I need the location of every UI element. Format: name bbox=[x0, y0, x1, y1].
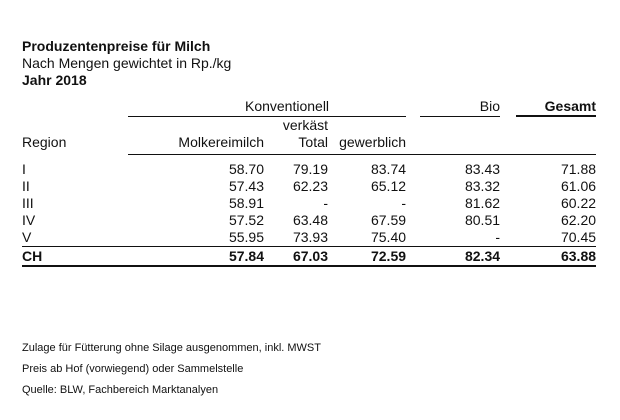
col-gewerblich: gewerblich bbox=[339, 134, 407, 150]
subgroup-verkaest: verkäst bbox=[282, 116, 328, 133]
group-bio: Bio bbox=[420, 98, 501, 117]
total-row: CH 57.84 67.03 72.59 82.34 63.88 bbox=[22, 246, 597, 267]
cell-region: III bbox=[22, 195, 34, 211]
table-row: V 55.95 73.93 75.40 - 70.45 bbox=[22, 229, 596, 246]
header-rule-row bbox=[22, 154, 597, 155]
cell-total: 63.48 bbox=[292, 212, 328, 228]
cell-gewerblich: 83.74 bbox=[370, 161, 407, 177]
document-title: Produzentenpreise für Milch bbox=[22, 38, 211, 54]
cell-bio: 80.51 bbox=[464, 212, 501, 228]
cell-molkereimilch: 58.91 bbox=[228, 195, 264, 211]
column-header-row: Region Molkereimilch Total gewerblich bbox=[22, 134, 596, 154]
cell-molkereimilch: 58.70 bbox=[228, 161, 264, 177]
cell-region: V bbox=[22, 229, 32, 245]
cell-bio: - bbox=[495, 229, 501, 245]
group-header-row: Konventionell Bio Gesamt bbox=[22, 98, 597, 117]
cell-bio: 81.62 bbox=[464, 195, 501, 211]
col-molkereimilch: Molkereimilch bbox=[178, 134, 264, 150]
price-table: Konventionell Bio Gesamt verkäst Region … bbox=[22, 98, 597, 267]
table-row: II 57.43 62.23 65.12 83.32 61.06 bbox=[22, 178, 596, 195]
cell-molkereimilch: 57.43 bbox=[228, 178, 264, 194]
cell-molkereimilch-total: 57.84 bbox=[128, 246, 264, 267]
group-konventionell: Konventionell bbox=[128, 98, 407, 117]
cell-gesamt: 71.88 bbox=[560, 161, 597, 177]
document-year: Jahr 2018 bbox=[22, 72, 87, 88]
cell-region: I bbox=[22, 160, 26, 177]
cell-gewerblich: 65.12 bbox=[370, 178, 407, 194]
cell-total: 79.19 bbox=[292, 161, 328, 177]
cell-gesamt-total: 63.88 bbox=[516, 246, 597, 267]
footnote-quelle: Quelle: BLW, Fachbereich Marktanalyen bbox=[22, 384, 219, 396]
cell-gesamt: 60.22 bbox=[560, 195, 597, 211]
table-row: III 58.91 - - 81.62 60.22 bbox=[22, 195, 596, 212]
footnote-preis: Preis ab Hof (vorwiegend) oder Sammelste… bbox=[22, 363, 244, 375]
cell-bio-total: 82.34 bbox=[420, 246, 501, 267]
table-row: IV 57.52 63.48 67.59 80.51 62.20 bbox=[22, 212, 596, 229]
cell-molkereimilch: 57.52 bbox=[228, 212, 264, 228]
footnotes: Zulage für Fütterung ohne Silage ausgeno… bbox=[22, 338, 321, 401]
data-rule bbox=[22, 246, 597, 247]
col-region: Region bbox=[22, 134, 67, 150]
document-subtitle: Nach Mengen gewichtet in Rp./kg bbox=[22, 55, 232, 71]
cell-gesamt: 70.45 bbox=[560, 229, 597, 245]
cell-gesamt: 62.20 bbox=[560, 212, 597, 228]
cell-molkereimilch: 55.95 bbox=[228, 229, 264, 245]
footnote-silage: Zulage für Fütterung ohne Silage ausgeno… bbox=[22, 342, 321, 354]
cell-gewerblich: 75.40 bbox=[370, 229, 407, 245]
header-rule bbox=[128, 154, 597, 155]
table-row: I 58.70 79.19 83.74 83.43 71.88 bbox=[22, 155, 596, 179]
cell-region-total: CH bbox=[22, 246, 128, 267]
data-rule-row bbox=[22, 246, 597, 247]
subgroup-header-row: verkäst bbox=[22, 116, 596, 134]
cell-total-total: 67.03 bbox=[264, 246, 328, 267]
cell-bio: 83.43 bbox=[464, 161, 501, 177]
price-document: Produzentenpreise für Milch Nach Mengen … bbox=[22, 38, 602, 396]
cell-region: IV bbox=[22, 212, 36, 228]
cell-bio: 83.32 bbox=[464, 178, 501, 194]
cell-total: - bbox=[323, 195, 328, 211]
cell-total: 73.93 bbox=[292, 229, 328, 245]
col-total: Total bbox=[298, 134, 328, 150]
cell-gesamt: 61.06 bbox=[560, 178, 597, 194]
cell-gewerblich-total: 72.59 bbox=[328, 246, 407, 267]
cell-gewerblich: 67.59 bbox=[370, 212, 407, 228]
cell-region: II bbox=[22, 178, 30, 194]
group-gesamt: Gesamt bbox=[516, 98, 597, 117]
cell-total: 62.23 bbox=[292, 178, 328, 194]
cell-gewerblich: - bbox=[401, 195, 407, 211]
